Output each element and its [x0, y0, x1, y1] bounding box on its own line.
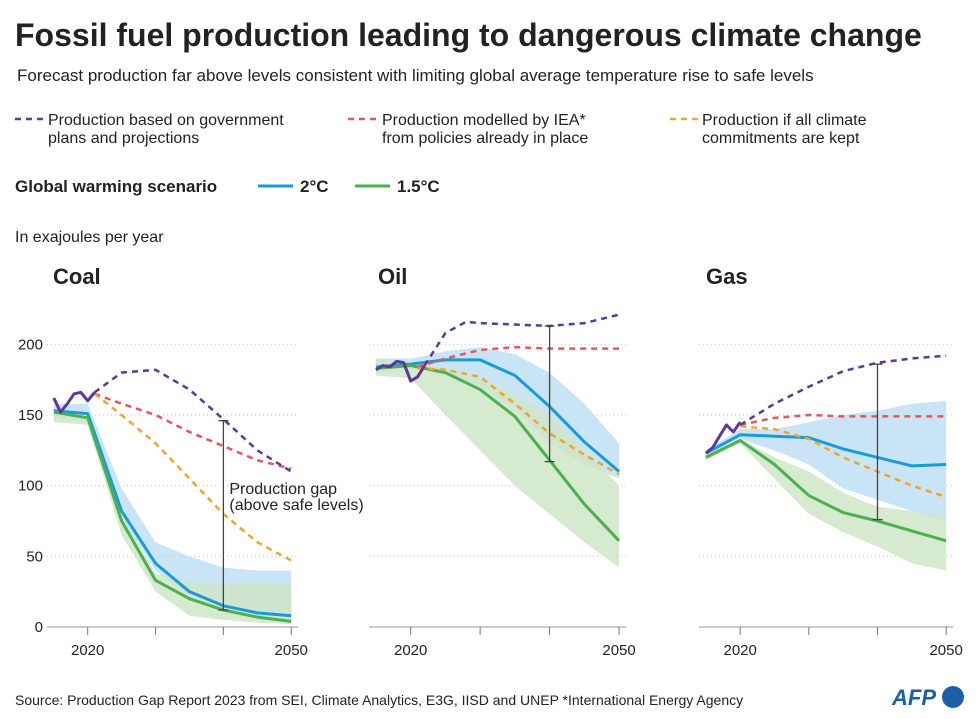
scenario-title: Global warming scenario	[15, 177, 217, 196]
x-tick-label: 2050	[602, 642, 635, 659]
legend-label: Production based on government	[48, 112, 284, 129]
projection-line	[423, 313, 620, 367]
scenario-line	[375, 359, 426, 383]
x-tick-label: 2020	[394, 642, 427, 659]
range-band	[375, 358, 620, 568]
legend-label: 1.5°C	[397, 177, 440, 196]
logo-dot	[942, 686, 964, 708]
unit: In exajoules per year	[15, 229, 164, 246]
projection-line	[740, 425, 947, 499]
y-tick-label: 0	[35, 619, 43, 636]
y-tick-label: 150	[18, 407, 43, 424]
title: Fossil fuel production leading to danger…	[15, 17, 922, 53]
legend-label: from policies already in place	[382, 130, 588, 147]
subtitle: Forecast production far above levels con…	[17, 66, 814, 85]
x-tick-label: 2050	[929, 642, 962, 659]
projection-line	[94, 392, 292, 470]
legend-label: Production if all climate	[702, 112, 867, 129]
panel-title: Gas	[706, 264, 748, 289]
legend-label: 2°C	[300, 177, 329, 196]
logo: AFP	[891, 685, 936, 710]
panel-title: Oil	[378, 264, 407, 289]
projection-line	[93, 368, 292, 473]
projection-line	[93, 392, 292, 562]
range-band	[53, 412, 292, 625]
y-tick-label: 50	[26, 548, 43, 565]
scenario-line	[705, 433, 947, 468]
legend-label: Production modelled by IEA*	[382, 112, 586, 129]
projection-line	[739, 413, 947, 427]
x-tick-label: 2050	[275, 642, 308, 659]
projection-line	[417, 345, 620, 369]
panel-title: Coal	[53, 264, 101, 289]
scenario-line	[375, 358, 621, 473]
projection-line	[417, 367, 620, 476]
scenario-line	[704, 421, 742, 455]
x-tick-label: 2020	[71, 642, 104, 659]
gap-annotation: (above safe levels)	[229, 497, 363, 514]
source: Source: Production Gap Report 2023 from …	[15, 692, 743, 708]
scenario-line	[52, 390, 96, 414]
range-band	[705, 400, 947, 521]
scenario-line	[53, 409, 292, 618]
scenario-line	[375, 364, 621, 542]
legend-label: plans and projections	[48, 130, 199, 147]
scenario-line	[705, 438, 947, 543]
gap-annotation: Production gap	[229, 481, 337, 498]
x-tick-label: 2020	[724, 642, 757, 659]
legend-label: commitments are kept	[702, 130, 860, 147]
y-tick-label: 100	[18, 478, 43, 495]
y-tick-label: 200	[18, 336, 43, 353]
scenario-line	[53, 410, 292, 623]
